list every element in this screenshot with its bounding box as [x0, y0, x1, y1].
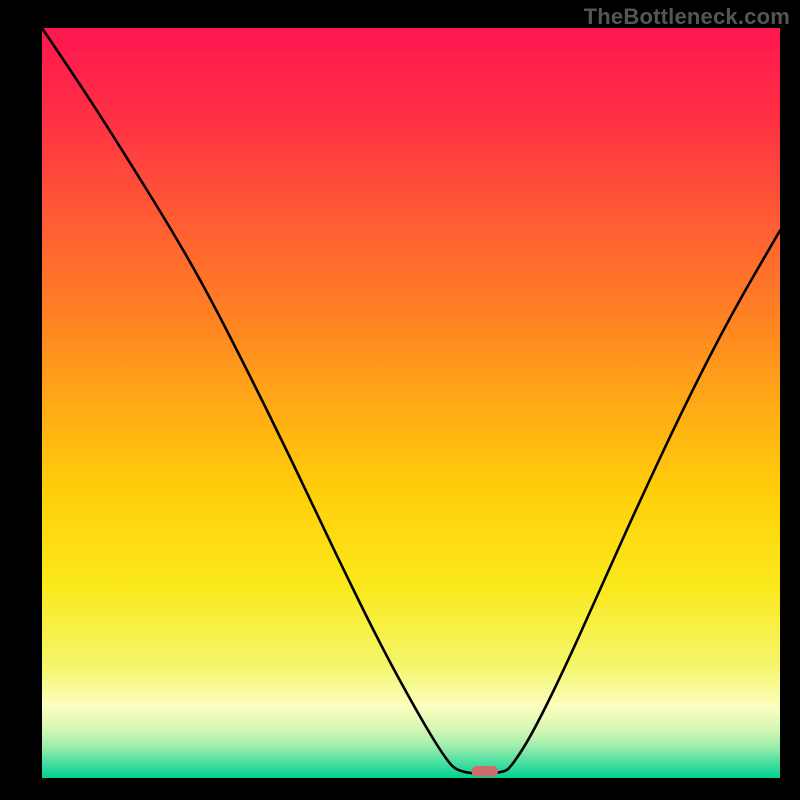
optimal-marker: [472, 766, 499, 777]
chart-frame: TheBottleneck.com: [0, 0, 800, 800]
watermark-text: TheBottleneck.com: [584, 4, 790, 30]
gradient-background: [42, 28, 780, 778]
plot-svg: [42, 28, 780, 778]
plot-area: [42, 28, 780, 778]
